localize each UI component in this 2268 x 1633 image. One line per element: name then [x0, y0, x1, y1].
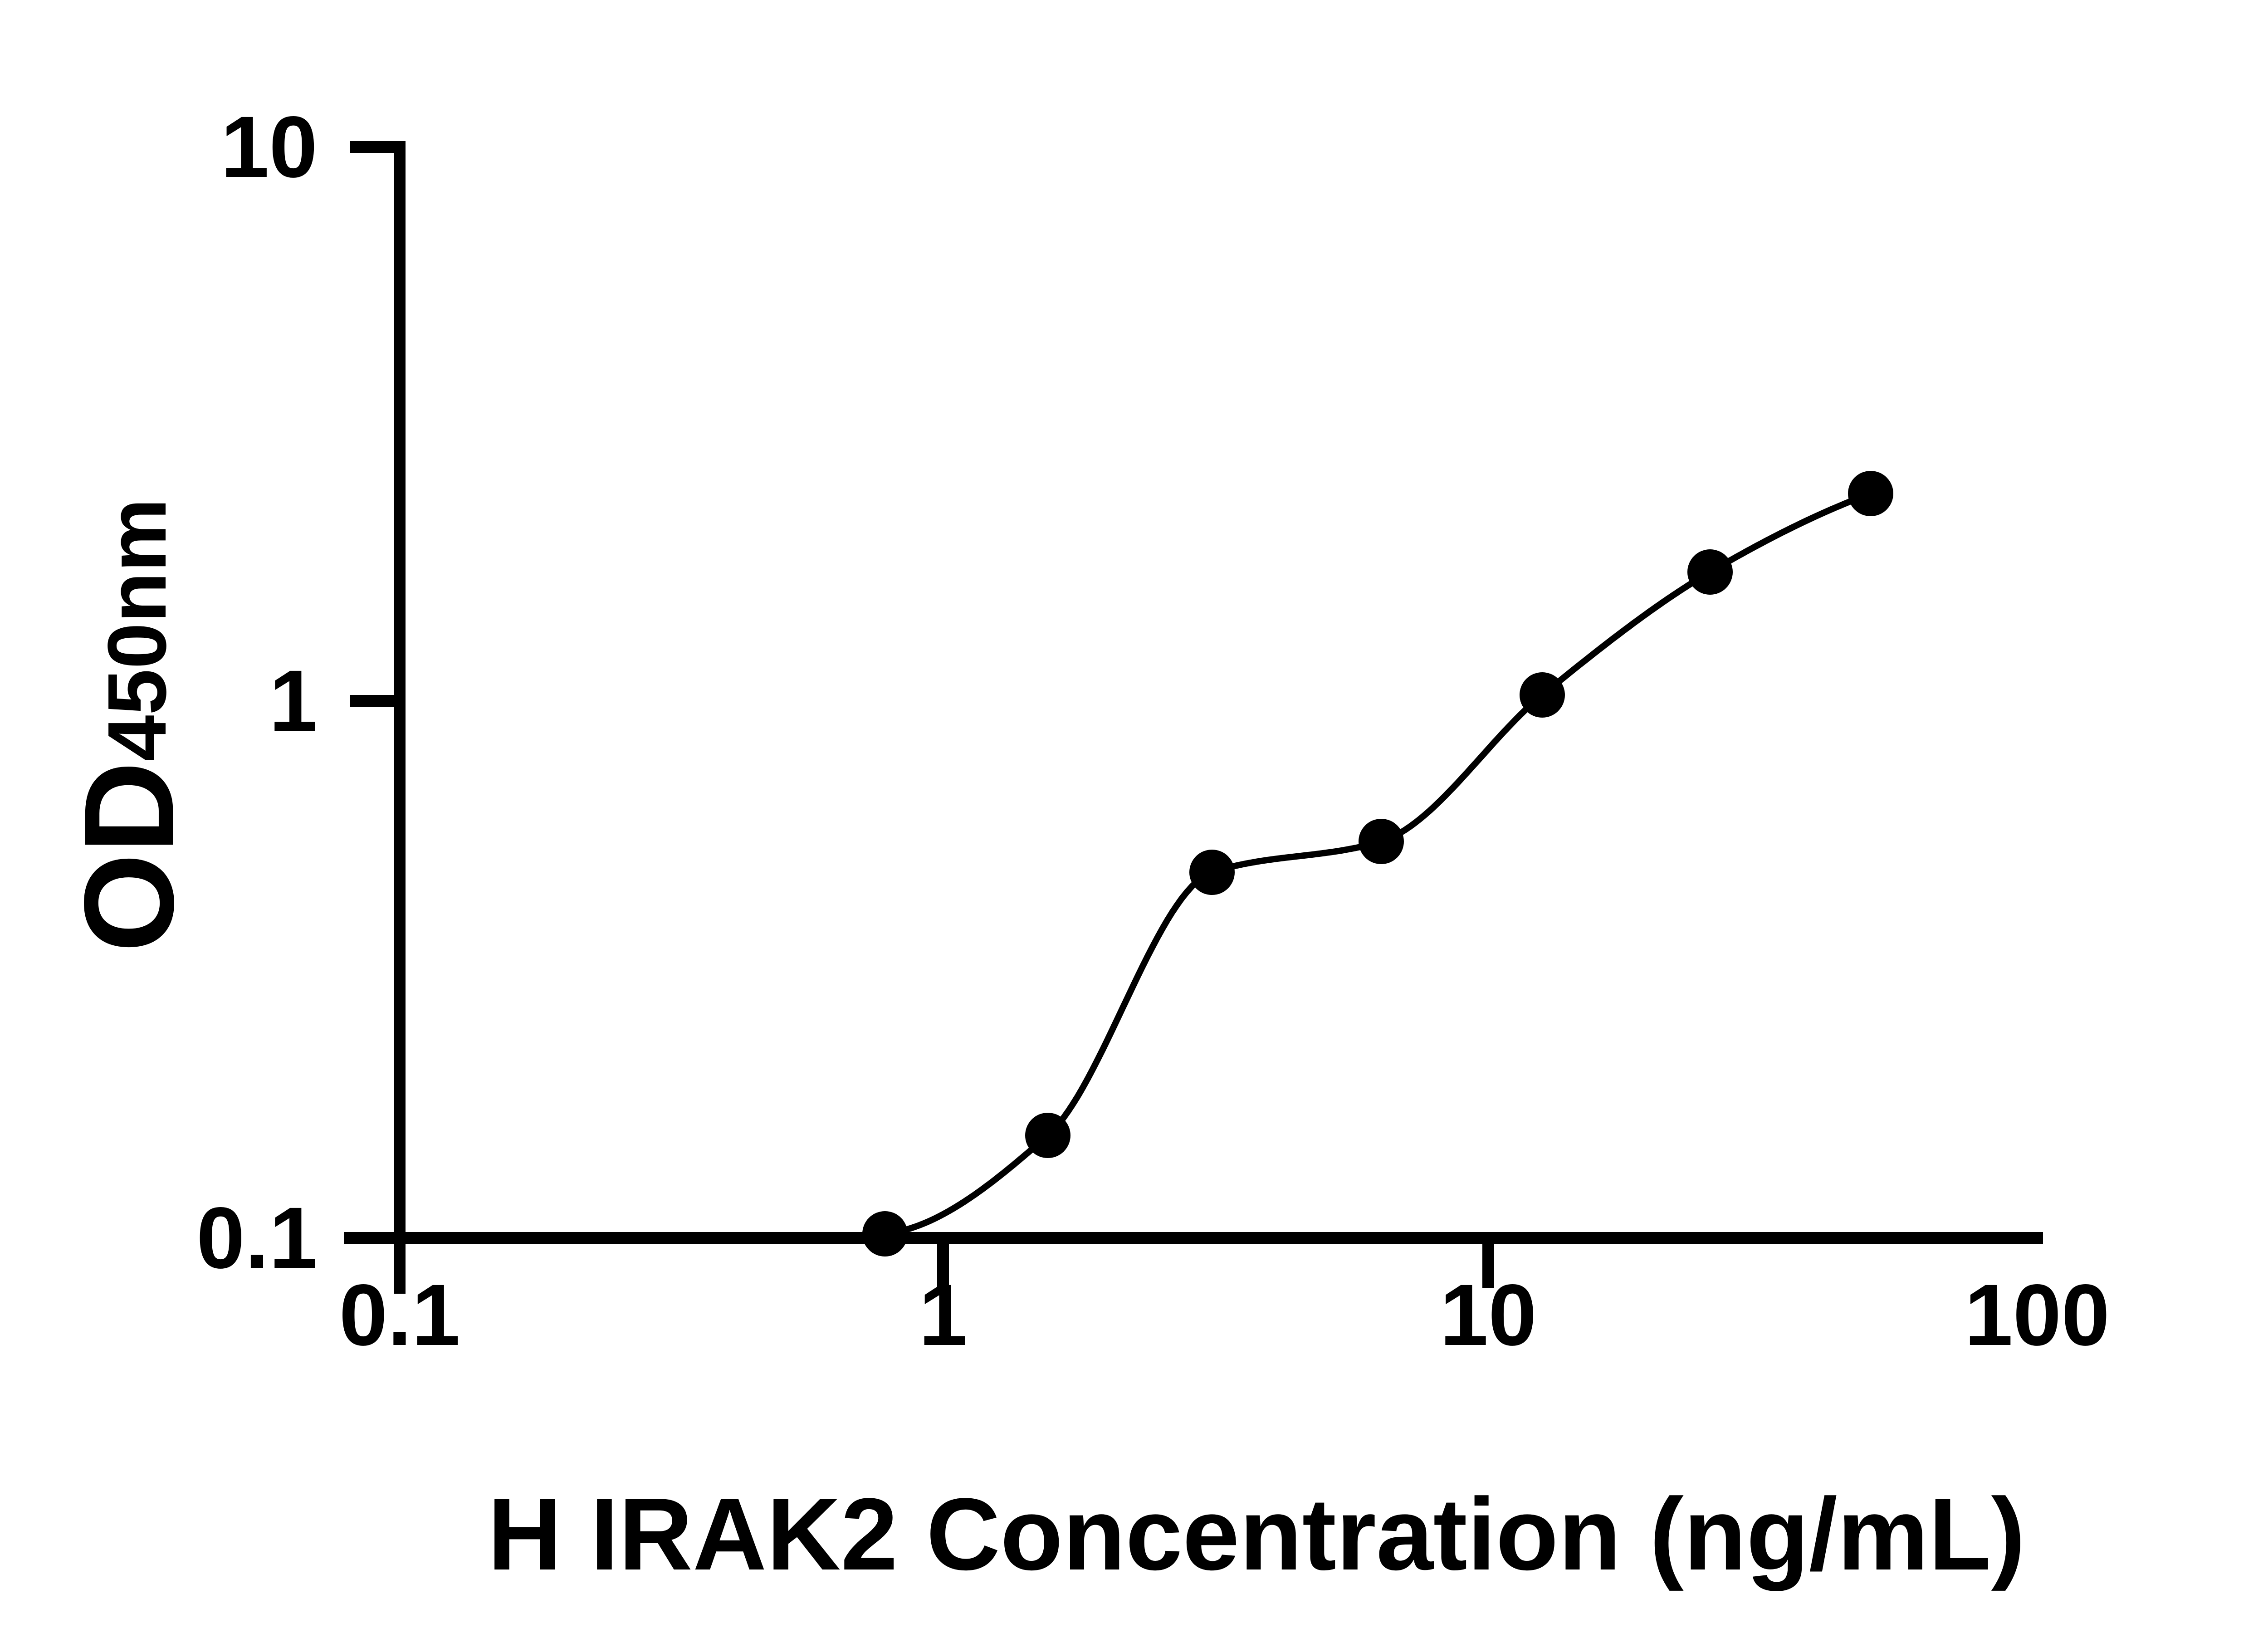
svg-text:0.1: 0.1 — [339, 1266, 460, 1364]
svg-text:H IRAK2 Concentration (ng/mL): H IRAK2 Concentration (ng/mL) — [488, 1477, 2025, 1591]
svg-text:1: 1 — [919, 1266, 968, 1364]
svg-text:0.1: 0.1 — [196, 1189, 318, 1286]
svg-text:100: 100 — [1965, 1266, 2110, 1364]
svg-text:10: 10 — [1440, 1266, 1537, 1364]
svg-text:1: 1 — [269, 652, 318, 749]
svg-text:10: 10 — [220, 98, 318, 196]
